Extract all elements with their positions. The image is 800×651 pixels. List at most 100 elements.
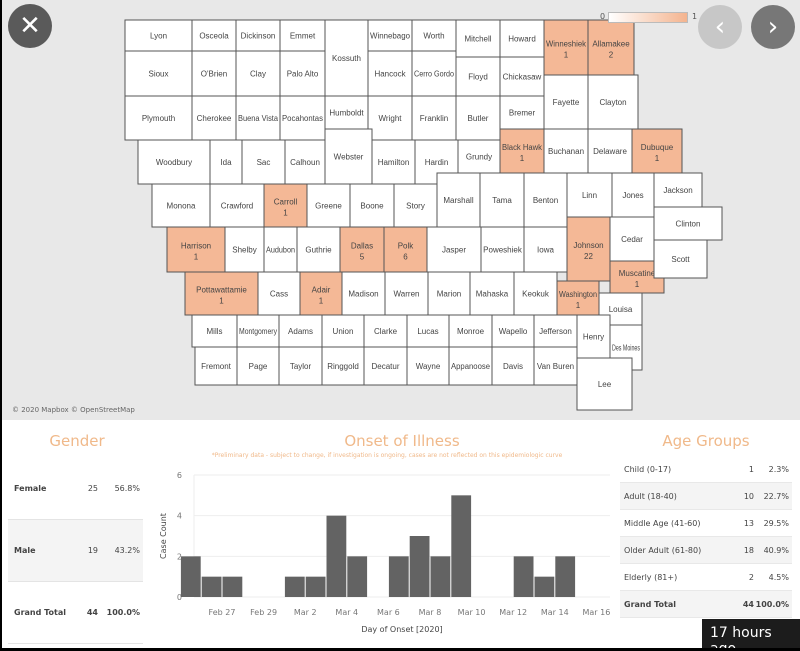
- county-jones[interactable]: Jones: [611, 172, 655, 218]
- county-shape[interactable]: [587, 74, 639, 130]
- county-pocahontas[interactable]: Pocahontas: [279, 95, 326, 141]
- county-taylor[interactable]: Taylor: [278, 346, 323, 386]
- county-harrison[interactable]: Harrison 1: [166, 226, 226, 273]
- county-shape[interactable]: [653, 239, 708, 279]
- county-shape[interactable]: [533, 346, 578, 386]
- county-monroe[interactable]: Monroe: [448, 314, 493, 348]
- county-pottawattamie[interactable]: Pottawattamie 1: [184, 271, 259, 316]
- county-ida[interactable]: Ida: [209, 139, 243, 185]
- county-shape[interactable]: [263, 226, 298, 273]
- county-jasper[interactable]: Jasper: [426, 226, 482, 273]
- county-shape[interactable]: [543, 19, 589, 76]
- county-shape[interactable]: [543, 74, 589, 130]
- county-shape[interactable]: [299, 271, 343, 316]
- county-henry[interactable]: Henry: [576, 314, 611, 359]
- county-shape[interactable]: [257, 271, 301, 316]
- next-button[interactable]: ›: [751, 5, 795, 49]
- county-shape[interactable]: [367, 19, 413, 52]
- county-cherokee[interactable]: Cherokee: [191, 95, 237, 141]
- county-shape[interactable]: [321, 314, 365, 348]
- county-hamilton[interactable]: Hamilton: [371, 139, 416, 185]
- county-tama[interactable]: Tama: [479, 172, 525, 228]
- county-shape[interactable]: [455, 19, 501, 58]
- county-cass[interactable]: Cass: [257, 271, 301, 316]
- iowa-county-map[interactable]: Lyon Osceola Dickinson Emmet Kossuth Winnebag…: [2, 0, 800, 420]
- county-shape[interactable]: [491, 314, 535, 348]
- county-chickasaw[interactable]: Chickasaw: [499, 56, 545, 97]
- county-shape[interactable]: [523, 226, 568, 273]
- county-clarke[interactable]: Clarke: [363, 314, 408, 348]
- county-polk[interactable]: Polk 6: [383, 226, 428, 273]
- county-van-buren[interactable]: Van Buren: [533, 346, 578, 386]
- county-marshall[interactable]: Marshall: [436, 172, 481, 228]
- county-shape[interactable]: [406, 346, 450, 386]
- county-shape[interactable]: [469, 271, 515, 316]
- county-winnebago[interactable]: Winnebago: [367, 19, 413, 52]
- county-shape[interactable]: [278, 314, 323, 348]
- county-shape[interactable]: [278, 346, 323, 386]
- county-sioux[interactable]: Sioux: [124, 50, 193, 97]
- county-o-brien[interactable]: O'Brien: [191, 50, 237, 97]
- county-union[interactable]: Union: [321, 314, 365, 348]
- county-butler[interactable]: Butler: [455, 95, 501, 141]
- county-shape[interactable]: [367, 50, 413, 97]
- county-shape[interactable]: [371, 139, 416, 185]
- county-osceola[interactable]: Osceola: [191, 19, 237, 52]
- county-clay[interactable]: Clay: [235, 50, 281, 97]
- county-linn[interactable]: Linn: [566, 172, 613, 218]
- county-shape[interactable]: [533, 314, 578, 348]
- county-sac[interactable]: Sac: [241, 139, 286, 185]
- county-shape[interactable]: [411, 95, 457, 141]
- county-delaware[interactable]: Delaware: [587, 128, 633, 174]
- county-jackson[interactable]: Jackson: [653, 172, 703, 208]
- county-jefferson[interactable]: Jefferson: [533, 314, 578, 348]
- county-floyd[interactable]: Floyd: [455, 56, 501, 97]
- county-winneshiek[interactable]: Winneshiek 1: [543, 19, 589, 76]
- map-attribution[interactable]: © 2020 Mapbox © OpenStreetMap: [12, 406, 135, 414]
- county-guthrie[interactable]: Guthrie: [296, 226, 341, 273]
- county-warren[interactable]: Warren: [384, 271, 429, 316]
- county-calhoun[interactable]: Calhoun: [284, 139, 326, 185]
- county-bremer[interactable]: Bremer: [499, 95, 545, 130]
- county-davis[interactable]: Davis: [491, 346, 535, 386]
- county-shape[interactable]: [384, 271, 429, 316]
- county-fremont[interactable]: Fremont: [194, 346, 238, 386]
- county-shape[interactable]: [383, 226, 428, 273]
- county-fayette[interactable]: Fayette: [543, 74, 589, 130]
- county-wapello[interactable]: Wapello: [491, 314, 535, 348]
- county-scott[interactable]: Scott: [653, 239, 708, 279]
- county-shape[interactable]: [191, 19, 237, 52]
- county-story[interactable]: Story: [393, 183, 438, 228]
- county-mahaska[interactable]: Mahaska: [469, 271, 515, 316]
- county-audubon[interactable]: Audubon: [263, 226, 298, 273]
- county-kossuth[interactable]: Kossuth: [324, 19, 369, 97]
- county-lyon[interactable]: Lyon: [124, 19, 193, 52]
- county-washington[interactable]: Washington 1: [556, 280, 600, 316]
- county-dickinson[interactable]: Dickinson: [235, 19, 281, 52]
- county-shape[interactable]: [324, 128, 373, 185]
- county-dubuque[interactable]: Dubuque 1: [631, 128, 683, 174]
- county-greene[interactable]: Greene: [306, 183, 351, 228]
- county-humboldt[interactable]: Humboldt: [324, 95, 369, 130]
- county-shelby[interactable]: Shelby: [224, 226, 265, 273]
- county-allamakee[interactable]: Allamakee 2: [587, 19, 635, 76]
- county-carroll[interactable]: Carroll 1: [263, 183, 308, 228]
- onset-chart[interactable]: 0 2 4 6 Feb 27 Feb 29 Mar 2 Mar 4 Mar 6 Mar 8 Mar …: [150, 460, 620, 648]
- county-shape[interactable]: [191, 95, 237, 141]
- county-shape[interactable]: [587, 19, 635, 76]
- county-shape[interactable]: [124, 19, 193, 52]
- county-mills[interactable]: Mills: [191, 314, 238, 348]
- county-shape[interactable]: [363, 346, 408, 386]
- county-plymouth[interactable]: Plymouth: [124, 95, 193, 141]
- county-shape[interactable]: [455, 56, 501, 97]
- county-shape[interactable]: [241, 139, 286, 185]
- county-shape[interactable]: [499, 95, 545, 130]
- county-lee[interactable]: Lee: [576, 357, 633, 411]
- county-shape[interactable]: [363, 314, 408, 348]
- county-worth[interactable]: Worth: [411, 19, 457, 52]
- county-shape[interactable]: [124, 95, 193, 141]
- county-franklin[interactable]: Franklin: [411, 95, 457, 141]
- county-shape[interactable]: [653, 206, 723, 241]
- county-adair[interactable]: Adair 1: [299, 271, 343, 316]
- county-hancock[interactable]: Hancock: [367, 50, 413, 97]
